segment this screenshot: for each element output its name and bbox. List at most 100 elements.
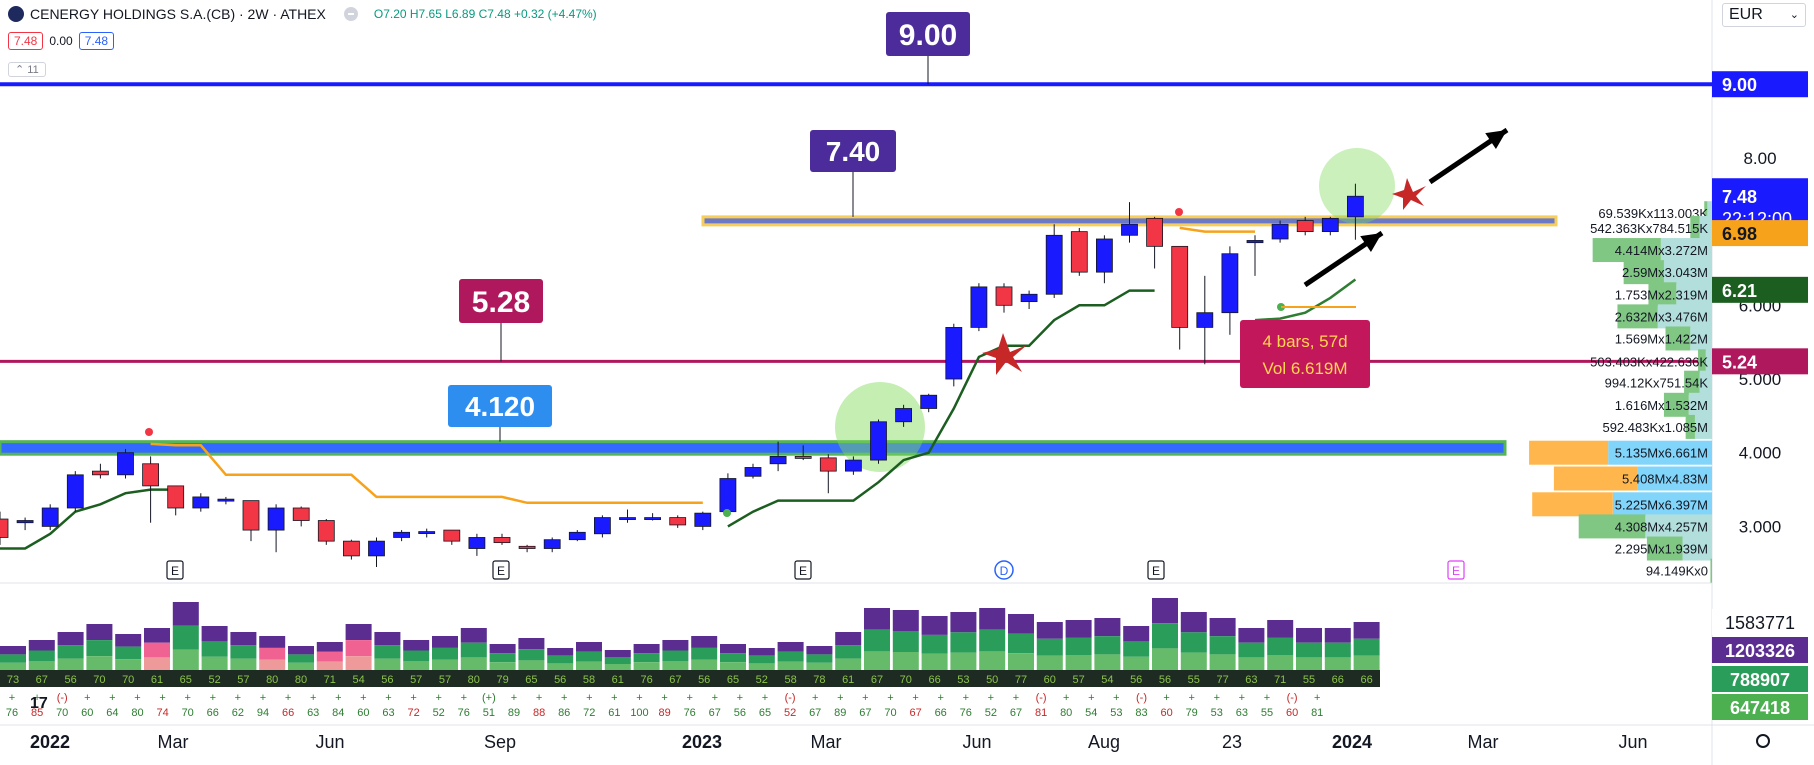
volume-profile-bar <box>1682 536 1712 561</box>
time-axis-tick: 2022 <box>30 732 70 752</box>
indicators-toggle[interactable]: ⌃ 11 <box>8 62 46 77</box>
volume-bar <box>259 636 286 648</box>
volume-top-label: 58 <box>583 674 595 686</box>
volume-bar <box>288 646 314 655</box>
volume-sign-label: (+) <box>482 692 496 704</box>
volume-axis-label: 1203326 <box>1725 641 1795 661</box>
volume-top-label: 65 <box>525 674 537 686</box>
gear-icon[interactable] <box>1756 734 1770 748</box>
candle-body <box>669 517 687 526</box>
price-axis-tick: 4.000 <box>1739 444 1782 463</box>
volume-profile-bar <box>1694 414 1712 439</box>
price-axis-badge-label: 6.21 <box>1722 281 1757 301</box>
volume-bottom-label: 72 <box>583 707 595 719</box>
price-axis-badge <box>1712 178 1808 229</box>
candle-body <box>1045 234 1063 295</box>
volume-bar <box>0 654 26 663</box>
volume-sign-label: + <box>84 692 90 704</box>
candle-body <box>1246 240 1264 244</box>
indicators-count: 11 <box>27 64 39 76</box>
price-axis-badge-label: 6.98 <box>1722 224 1757 244</box>
volume-bottom-label: 83 <box>1135 707 1147 719</box>
volume-bar <box>576 642 602 652</box>
volume-bar <box>1324 657 1351 670</box>
volume-top-label: 54 <box>352 674 364 686</box>
volume-profile-label: 2.632Mx3.476M <box>1615 309 1708 324</box>
volume-bar <box>547 663 574 670</box>
volume-bottom-label: 70 <box>884 707 896 719</box>
volume-bar <box>57 658 84 670</box>
volume-bar <box>748 663 775 670</box>
candle-body <box>0 518 9 538</box>
candle-body <box>242 500 260 531</box>
volume-bar <box>691 636 718 648</box>
volume-sign-label: + <box>912 692 918 704</box>
volume-profile-label: 4.308Mx4.257M <box>1615 519 1708 534</box>
trailing-stop-lower <box>0 289 1155 550</box>
volume-profile-bar <box>1637 466 1712 491</box>
volume-bar <box>720 644 746 654</box>
volume-bottom-label: 89 <box>834 707 846 719</box>
volume-bar <box>1267 655 1294 670</box>
volume-bottom-label: 62 <box>232 707 244 719</box>
volume-profile-label: 94.149Kx0 <box>1646 564 1708 579</box>
volume-top-label: 80 <box>468 674 480 686</box>
volume-bar <box>1065 637 1092 655</box>
volume-bar <box>979 651 1006 670</box>
volume-bar <box>201 626 228 642</box>
volume-bar <box>259 647 286 660</box>
volume-bar <box>86 624 113 641</box>
volume-sign-label: + <box>611 692 617 704</box>
volume-sign-label: + <box>335 692 341 704</box>
volume-bar <box>633 644 660 654</box>
symbol-title[interactable]: CENERGY HOLDINGS S.A.(CB) · 2W · ATHEX <box>30 6 326 22</box>
time-axis-tick: Sep <box>484 732 516 752</box>
candle-body <box>1020 293 1038 303</box>
volume-bar <box>489 644 516 654</box>
currency-select[interactable]: EUR ⌄ <box>1722 3 1806 27</box>
volume-sign-label: + <box>636 692 642 704</box>
candle-body <box>1070 231 1088 273</box>
volume-axis-badge <box>1712 666 1808 692</box>
sell-price[interactable]: 7.48 <box>8 32 44 50</box>
volume-bottom-label: 54 <box>1085 707 1097 719</box>
volume-profile-label: 2.295Mx1.939M <box>1615 542 1708 557</box>
volume-sign-label: + <box>963 692 969 704</box>
candle-body <box>769 455 787 465</box>
volume-profile-bar <box>1707 201 1712 226</box>
volume-bar <box>864 651 890 670</box>
volume-bar <box>921 634 948 654</box>
volume-bar <box>835 645 862 659</box>
buy-price[interactable]: 7.48 <box>78 32 115 50</box>
arrow-head-icon <box>1360 233 1382 253</box>
candle-body <box>1121 223 1138 236</box>
volume-bar <box>1353 622 1380 639</box>
volume-bar <box>1094 618 1121 637</box>
volume-profile-bar <box>1663 260 1712 285</box>
volume-bar <box>86 656 113 670</box>
volume-profile-bar <box>1592 238 1661 263</box>
earnings-marker <box>166 560 184 580</box>
volume-profile-bar <box>1698 349 1706 374</box>
volume-bar <box>1209 636 1236 655</box>
volume-profile-bar <box>1608 440 1712 465</box>
volume-profile-bar <box>1676 282 1712 307</box>
price-pills: 7.48 0.00 7.48 <box>8 32 115 50</box>
volume-bar <box>633 662 660 670</box>
volume-profile-bar <box>1578 514 1646 539</box>
volume-sign-label: + <box>1013 692 1019 704</box>
candle-body <box>41 507 59 527</box>
zone-label: 4.120 <box>465 391 535 422</box>
volume-bottom-label: 66 <box>935 707 947 719</box>
candle-body <box>1221 253 1239 314</box>
candle-body <box>568 531 586 541</box>
volume-top-label: 70 <box>93 674 105 686</box>
level-label-box <box>886 12 970 56</box>
volume-profile-bar <box>1657 304 1712 329</box>
volume-axis-label: 647418 <box>1730 698 1790 718</box>
volume-profile-bar <box>1529 440 1609 465</box>
event-marker-label: D <box>1000 564 1009 578</box>
minus-icon[interactable] <box>343 7 358 21</box>
volume-sign-label: + <box>536 692 542 704</box>
